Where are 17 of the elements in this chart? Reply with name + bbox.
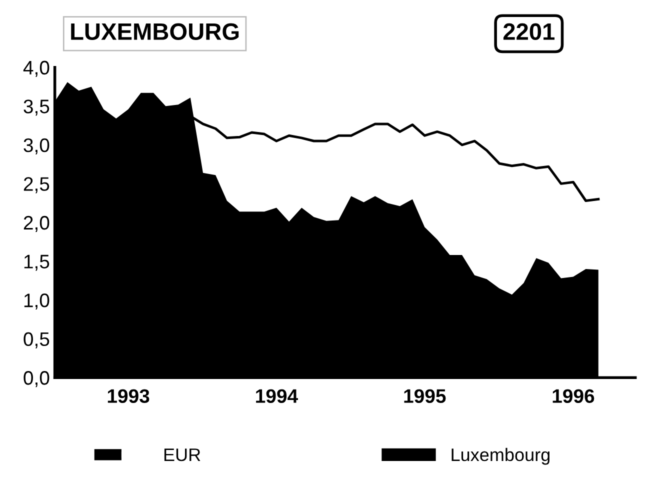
y-tick-label: 1,0 xyxy=(24,293,50,310)
x-tick-label: 1994 xyxy=(256,389,298,403)
chart-title: LUXEMBOURG xyxy=(71,23,239,40)
x-tick-label: 1995 xyxy=(404,389,446,403)
y-tick-label: 3,5 xyxy=(24,100,50,116)
y-tick-label: 2,5 xyxy=(24,177,50,194)
y-tick-label: 4,0 xyxy=(23,60,50,77)
y-tick-label: 0,0 xyxy=(24,371,50,388)
legend-label: Luxembourg xyxy=(452,448,550,465)
y-tick-label: 0,5 xyxy=(24,332,50,348)
x-tick-label: 1993 xyxy=(108,389,150,404)
x-tick-label: 1996 xyxy=(552,389,594,403)
legend-label: EUR xyxy=(164,448,200,462)
y-tick-label: 2,0 xyxy=(24,216,50,232)
y-tick-label: 1,5 xyxy=(24,254,50,271)
text: 2201 xyxy=(503,23,555,40)
y-tick-label: 3,0 xyxy=(24,138,50,154)
